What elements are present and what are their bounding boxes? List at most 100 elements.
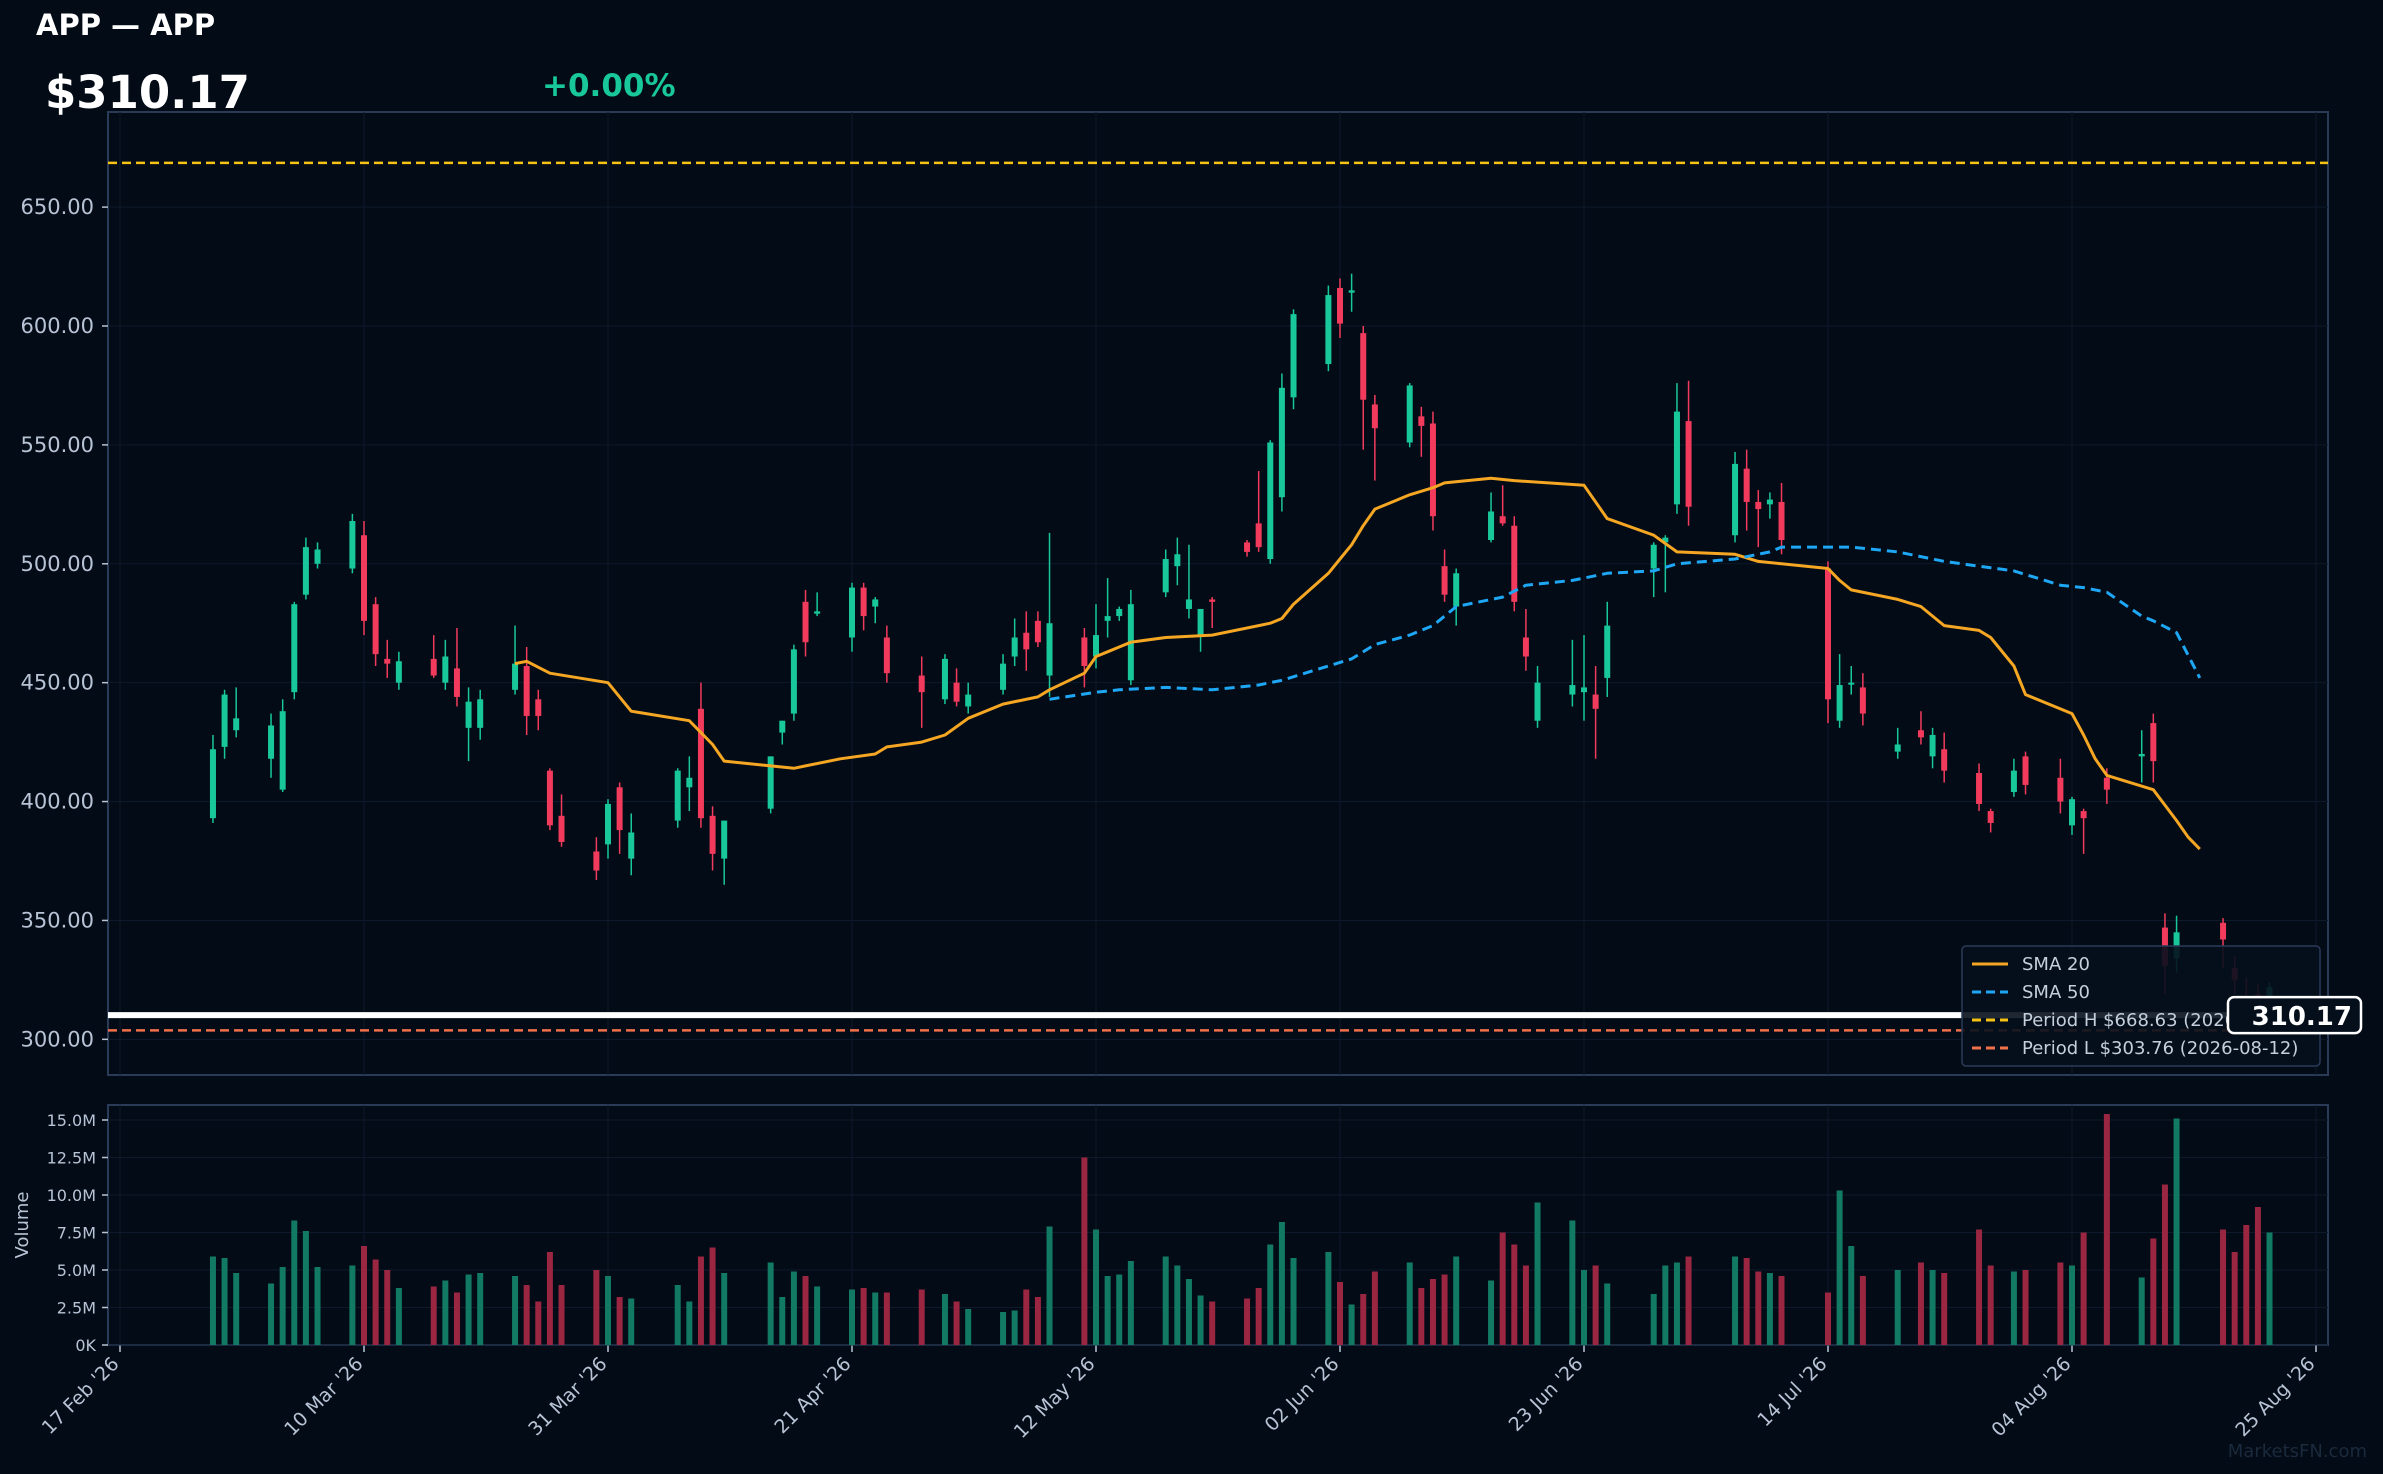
candle bbox=[1185, 544, 1192, 619]
candle bbox=[535, 689, 542, 731]
candle-body bbox=[1592, 694, 1599, 709]
volume-bar bbox=[1116, 1274, 1123, 1345]
candle bbox=[2080, 808, 2087, 854]
date-tick-label: 23 Jun '26 bbox=[1505, 1353, 1588, 1436]
price-tick-label: 400.00 bbox=[21, 790, 94, 814]
candle-body bbox=[709, 815, 716, 854]
candle-body bbox=[1917, 730, 1924, 738]
candle bbox=[384, 639, 391, 678]
candle bbox=[686, 756, 693, 812]
candle-body bbox=[1859, 687, 1866, 714]
candle bbox=[268, 713, 275, 778]
volume-bar bbox=[779, 1297, 786, 1345]
candle-body bbox=[1522, 637, 1529, 657]
candle-body bbox=[883, 637, 890, 674]
candle bbox=[291, 601, 298, 700]
candle-body bbox=[1987, 811, 1994, 823]
candle bbox=[1604, 601, 1611, 697]
volume-bar bbox=[628, 1298, 635, 1345]
sma20-line bbox=[514, 476, 2201, 851]
candle bbox=[1825, 561, 1831, 724]
candle-body bbox=[616, 787, 623, 831]
candle bbox=[1127, 589, 1134, 686]
candle bbox=[1453, 568, 1460, 626]
volume-bar bbox=[1360, 1294, 1367, 1345]
date-tick-label: 10 Mar '26 bbox=[280, 1353, 367, 1440]
volume-bar bbox=[1290, 1258, 1297, 1345]
volume-bar bbox=[814, 1286, 821, 1345]
volume-bar bbox=[477, 1273, 484, 1345]
candle bbox=[1592, 666, 1599, 759]
volume-bar bbox=[558, 1285, 565, 1345]
volume-bar bbox=[767, 1262, 774, 1345]
candle-body bbox=[1360, 333, 1367, 400]
candle-body bbox=[953, 682, 960, 702]
candle bbox=[872, 597, 879, 624]
candle-body bbox=[1371, 404, 1378, 429]
volume-bar bbox=[1976, 1229, 1983, 1345]
candle bbox=[1371, 394, 1378, 481]
price-change: +0.00% bbox=[542, 68, 676, 104]
candle-body bbox=[314, 549, 321, 564]
volume-bar bbox=[1917, 1262, 1924, 1345]
candle-body bbox=[1244, 542, 1251, 552]
candle-body bbox=[1836, 685, 1843, 721]
volume-tick-label: 10.0M bbox=[47, 1186, 96, 1205]
candle-body bbox=[1174, 554, 1181, 567]
candle bbox=[2069, 796, 2075, 835]
volume-bar bbox=[1267, 1244, 1274, 1345]
last-price-tag: 310.17 bbox=[2226, 995, 2363, 1035]
volume-bar bbox=[268, 1283, 275, 1345]
volume-bar bbox=[1453, 1256, 1460, 1345]
candle bbox=[1743, 449, 1750, 531]
volume-bar bbox=[1371, 1271, 1378, 1345]
volume-bar bbox=[1499, 1232, 1506, 1345]
candle bbox=[1778, 482, 1785, 555]
candle bbox=[605, 799, 611, 859]
candle-body bbox=[1418, 416, 1425, 426]
volume-bar bbox=[1929, 1270, 1936, 1345]
volume-bar bbox=[512, 1276, 519, 1345]
volume-bar bbox=[1093, 1229, 1099, 1345]
candle bbox=[1267, 440, 1274, 564]
candle-body bbox=[767, 756, 774, 809]
candle-body bbox=[2138, 754, 2145, 757]
candle-body bbox=[1732, 463, 1739, 536]
volume-bar bbox=[1162, 1256, 1169, 1345]
candle-body bbox=[465, 701, 472, 728]
candle bbox=[1034, 611, 1041, 647]
candle bbox=[512, 625, 519, 695]
candle-body bbox=[1569, 685, 1576, 695]
volume-bar bbox=[1941, 1273, 1948, 1345]
candle-body bbox=[779, 720, 786, 733]
current-price: $310.17 bbox=[45, 66, 250, 119]
candle-body bbox=[1046, 623, 1053, 676]
candle bbox=[1104, 578, 1111, 638]
candle bbox=[1894, 727, 1901, 759]
candle bbox=[1348, 273, 1355, 312]
candle bbox=[953, 668, 960, 707]
candle-body bbox=[1766, 499, 1773, 505]
candle-body bbox=[2220, 922, 2227, 940]
candle bbox=[430, 635, 437, 678]
candle bbox=[233, 687, 240, 738]
candle bbox=[442, 639, 449, 690]
volume-bar bbox=[709, 1247, 716, 1345]
last-price-tag-label: 310.17 bbox=[2252, 1002, 2352, 1032]
candle bbox=[674, 768, 681, 828]
candle-body bbox=[1755, 501, 1762, 510]
candle-body bbox=[233, 718, 240, 731]
candle bbox=[628, 813, 635, 876]
volume-bar bbox=[291, 1220, 298, 1345]
candle-body bbox=[268, 725, 275, 759]
volume-bar bbox=[1337, 1282, 1343, 1345]
candle-body bbox=[535, 699, 542, 716]
volume-bar bbox=[2103, 1114, 2110, 1345]
candle-body bbox=[1267, 442, 1274, 560]
volume-bar bbox=[2010, 1271, 2017, 1345]
volume-bar bbox=[802, 1276, 809, 1345]
volume-bar bbox=[1673, 1262, 1680, 1345]
candle bbox=[1673, 383, 1680, 514]
candle-body bbox=[1337, 287, 1343, 324]
